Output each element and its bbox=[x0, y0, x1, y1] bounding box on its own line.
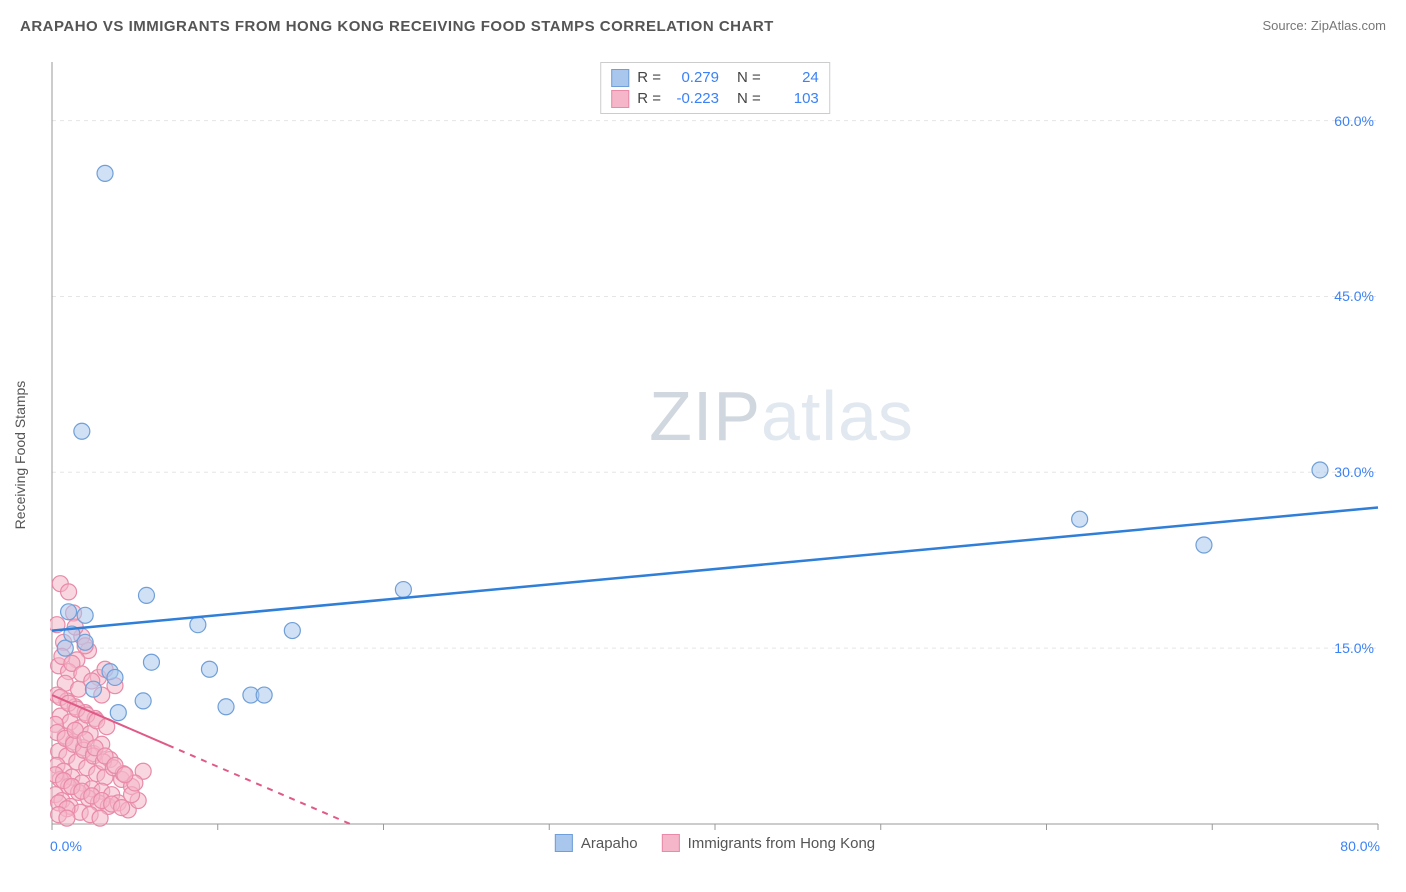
chart-area: Receiving Food Stamps ZIPatlas R =0.279N… bbox=[50, 60, 1380, 850]
legend-n-label: N = bbox=[737, 67, 761, 88]
legend-item: Immigrants from Hong Kong bbox=[662, 834, 876, 852]
data-point bbox=[190, 617, 206, 633]
data-point bbox=[395, 582, 411, 598]
legend-swatch bbox=[555, 834, 573, 852]
data-point bbox=[61, 584, 77, 600]
y-axis-tick-label: 30.0% bbox=[1334, 464, 1374, 480]
x-axis-min-label: 0.0% bbox=[50, 838, 82, 854]
data-point bbox=[143, 654, 159, 670]
data-point bbox=[74, 423, 90, 439]
data-point bbox=[117, 767, 133, 783]
source-label: Source: ZipAtlas.com bbox=[1262, 18, 1386, 33]
chart-title: ARAPAHO VS IMMIGRANTS FROM HONG KONG REC… bbox=[20, 18, 774, 35]
data-point bbox=[138, 587, 154, 603]
data-point bbox=[85, 681, 101, 697]
data-point bbox=[135, 693, 151, 709]
scatter-plot bbox=[50, 60, 1380, 850]
trend-line-dashed bbox=[168, 745, 350, 824]
legend-n-label: N = bbox=[737, 88, 761, 109]
y-axis-label: Receiving Food Stamps bbox=[12, 381, 28, 530]
legend-row: R = 0.279 N = 24 bbox=[611, 67, 819, 88]
legend-swatch bbox=[662, 834, 680, 852]
legend-row: R = -0.223 N = 103 bbox=[611, 88, 819, 109]
data-point bbox=[201, 661, 217, 677]
data-point bbox=[1196, 537, 1212, 553]
data-point bbox=[77, 607, 93, 623]
data-point bbox=[107, 669, 123, 685]
data-point bbox=[1312, 462, 1328, 478]
series-legend: Arapaho Immigrants from Hong Kong bbox=[555, 834, 875, 852]
legend-n-value: 103 bbox=[769, 88, 819, 109]
legend-item: Arapaho bbox=[555, 834, 638, 852]
data-point bbox=[1072, 511, 1088, 527]
x-axis-max-label: 80.0% bbox=[1340, 838, 1380, 854]
legend-r-label: R = bbox=[637, 88, 661, 109]
data-point bbox=[256, 687, 272, 703]
data-point bbox=[92, 810, 108, 826]
y-axis-tick-label: 15.0% bbox=[1334, 640, 1374, 656]
y-axis-tick-label: 60.0% bbox=[1334, 113, 1374, 129]
legend-series-name: Immigrants from Hong Kong bbox=[688, 835, 876, 852]
legend-r-label: R = bbox=[637, 67, 661, 88]
data-point bbox=[59, 810, 75, 826]
legend-swatch bbox=[611, 90, 629, 108]
legend-series-name: Arapaho bbox=[581, 835, 638, 852]
data-point bbox=[218, 699, 234, 715]
data-point bbox=[284, 623, 300, 639]
data-point bbox=[97, 165, 113, 181]
legend-r-value: 0.279 bbox=[669, 67, 719, 88]
legend-n-value: 24 bbox=[769, 67, 819, 88]
data-point bbox=[110, 705, 126, 721]
legend-swatch bbox=[611, 69, 629, 87]
y-axis-tick-label: 45.0% bbox=[1334, 288, 1374, 304]
correlation-legend: R = 0.279 N = 24 R = -0.223 N = 103 bbox=[600, 62, 830, 114]
trend-line bbox=[52, 507, 1378, 630]
legend-r-value: -0.223 bbox=[669, 88, 719, 109]
data-point bbox=[61, 604, 77, 620]
